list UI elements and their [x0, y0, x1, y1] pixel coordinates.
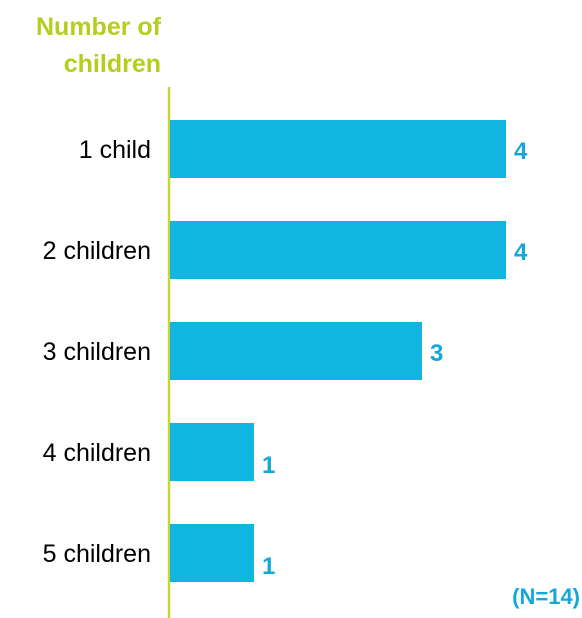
bar	[170, 322, 422, 380]
bar	[170, 524, 254, 582]
value-label: 1	[262, 553, 275, 580]
category-label: 1 child	[79, 136, 151, 164]
axis-title-line-2: children	[64, 50, 161, 78]
bar	[170, 221, 506, 279]
bars-group: 1 child 4 2 children 4 3 children 3 4 children…	[43, 120, 528, 582]
sample-size-note: (N=14)	[512, 584, 580, 609]
category-label: 2 children	[43, 237, 151, 265]
bar	[170, 120, 506, 178]
value-label: 4	[514, 138, 528, 165]
category-label: 3 children	[43, 338, 151, 366]
category-label: 4 children	[43, 439, 151, 467]
value-label: 4	[514, 239, 528, 266]
category-label: 5 children	[43, 540, 151, 568]
value-label: 3	[430, 340, 443, 367]
value-label: 1	[262, 452, 275, 479]
bar	[170, 423, 254, 481]
axis-title-line-1: Number of	[36, 13, 162, 41]
